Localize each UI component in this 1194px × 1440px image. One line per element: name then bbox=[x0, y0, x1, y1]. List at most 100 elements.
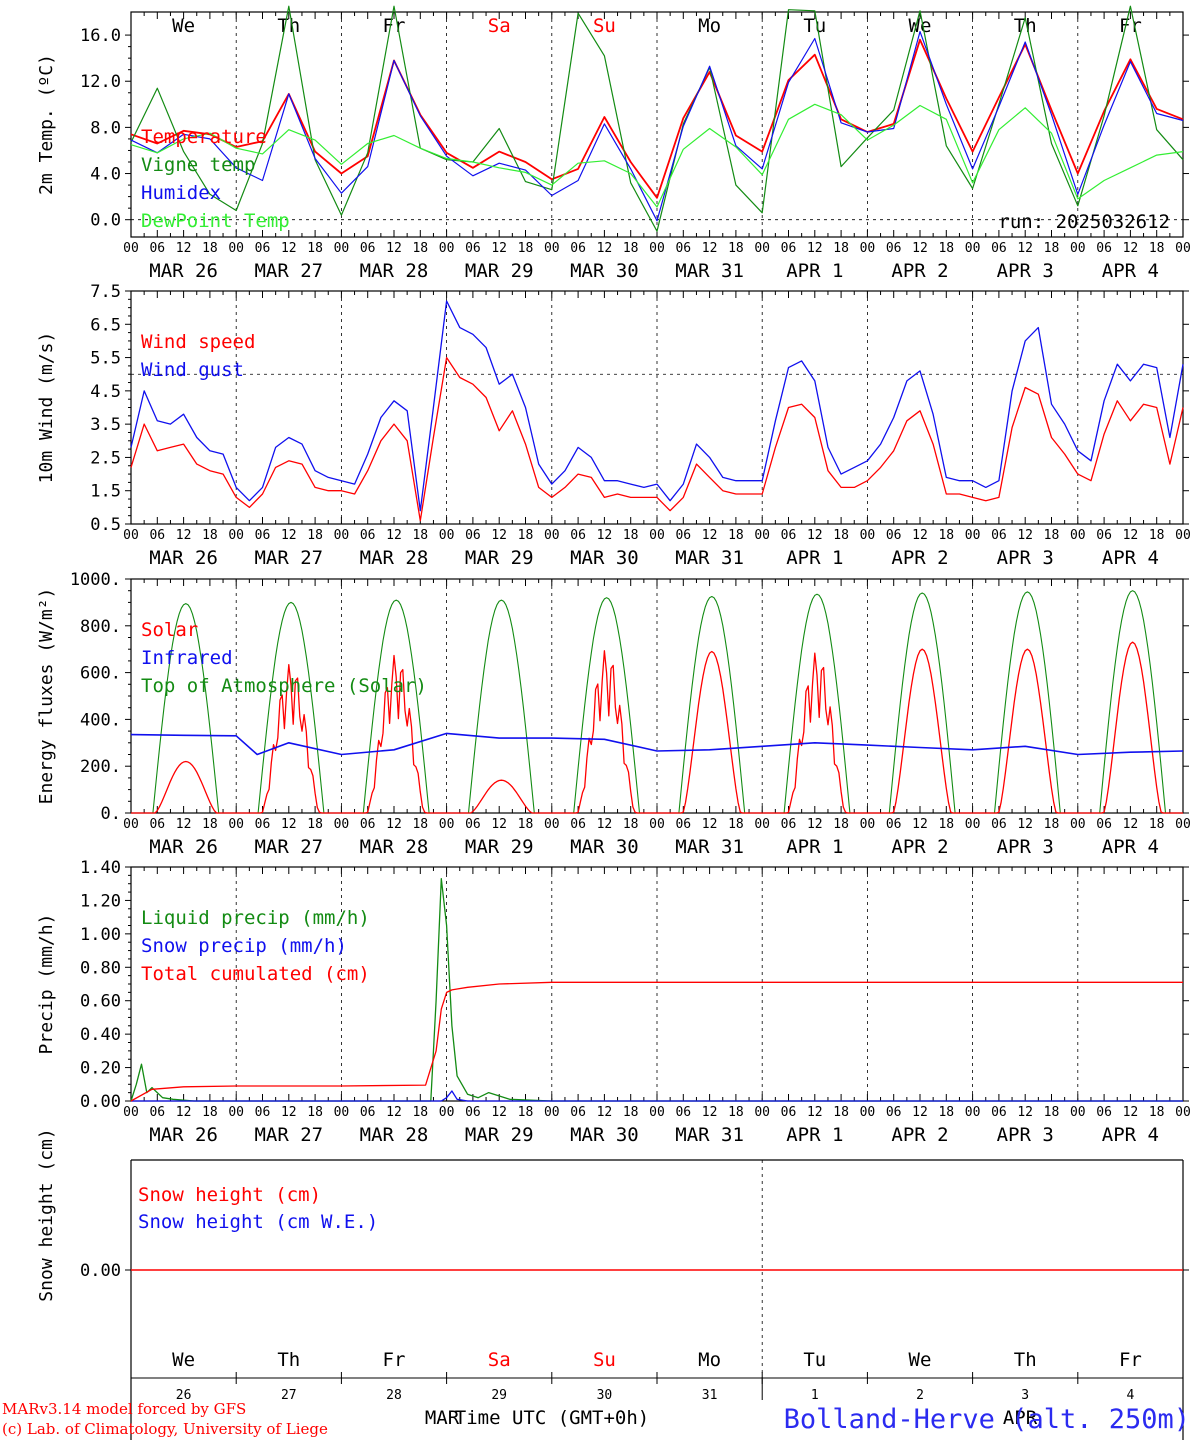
wind-hour-tick-label: 12 bbox=[702, 528, 718, 543]
precip-hour-tick-label: 18 bbox=[938, 1105, 954, 1120]
precip-date-label: MAR 31 bbox=[675, 1124, 744, 1146]
wind-hour-tick-label: 00 bbox=[754, 528, 770, 543]
precip-hour-tick-label: 06 bbox=[781, 1105, 797, 1120]
wind-date-label: APR 3 bbox=[997, 547, 1054, 569]
temperature-hour-tick-label: 18 bbox=[518, 241, 534, 256]
wind-date-label: MAR 28 bbox=[360, 547, 429, 569]
precip-hour-tick-label: 12 bbox=[702, 1105, 718, 1120]
energy-toa-solar-line bbox=[657, 595, 763, 814]
precip-hour-tick-label: 06 bbox=[991, 1105, 1007, 1120]
temperature-hour-tick-label: 06 bbox=[360, 241, 376, 256]
wind-hour-tick-label: 06 bbox=[360, 528, 376, 543]
wind-hour-tick-label: 12 bbox=[176, 528, 192, 543]
energy-hour-tick-label: 18 bbox=[412, 817, 428, 832]
energy-legend-entry: Infrared bbox=[141, 647, 233, 669]
energy-solar-line bbox=[972, 648, 1078, 814]
station-label: Bolland-Herve (alt. 250m) bbox=[784, 1404, 1190, 1435]
temperature-hour-tick-label: 00 bbox=[965, 241, 981, 256]
energy-hour-tick-label: 12 bbox=[491, 817, 507, 832]
temperature-date-label: MAR 28 bbox=[360, 260, 429, 282]
temperature-date-label: APR 2 bbox=[891, 260, 948, 282]
energy-hour-tick-label: 06 bbox=[360, 817, 376, 832]
energy-y-tick-label: 800. bbox=[80, 617, 121, 637]
energy-date-label: MAR 28 bbox=[360, 836, 429, 858]
wind-hour-tick-label: 18 bbox=[833, 528, 849, 543]
energy-y-tick-label: 0. bbox=[101, 804, 121, 824]
energy-y-tick-label: 1000. bbox=[70, 570, 121, 590]
wind-date-label: MAR 26 bbox=[149, 547, 218, 569]
wind-hour-tick-label: 06 bbox=[886, 528, 902, 543]
credit-line-1: MARv3.14 model forced by GFS bbox=[2, 1400, 246, 1418]
wind-hour-tick-label: 00 bbox=[1070, 528, 1086, 543]
snow-day-number: 31 bbox=[702, 1388, 718, 1403]
precip-date-label: MAR 27 bbox=[254, 1124, 323, 1146]
temperature-hour-tick-label: 06 bbox=[465, 241, 481, 256]
precip-hour-tick-label: 00 bbox=[123, 1105, 139, 1120]
energy-hour-tick-label: 00 bbox=[1175, 817, 1191, 832]
precip-hour-tick-label: 06 bbox=[255, 1105, 271, 1120]
precip-hour-tick-label: 00 bbox=[334, 1105, 350, 1120]
temperature-hour-tick-label: 12 bbox=[912, 241, 928, 256]
precip-hour-tick-label: 18 bbox=[518, 1105, 534, 1120]
precip-hour-tick-label: 06 bbox=[360, 1105, 376, 1120]
wind-hour-tick-label: 06 bbox=[675, 528, 691, 543]
wind-y-tick-label: 4.5 bbox=[90, 382, 121, 402]
energy-solar-line bbox=[867, 648, 973, 814]
energy-hour-tick-label: 12 bbox=[912, 817, 928, 832]
snow-weekday-label: Fr bbox=[383, 1349, 406, 1371]
temperature-hour-tick-label: 00 bbox=[228, 241, 244, 256]
wind-hour-tick-label: 18 bbox=[1044, 528, 1060, 543]
wind-hour-tick-label: 12 bbox=[912, 528, 928, 543]
temperature-hour-tick-label: 06 bbox=[255, 241, 271, 256]
precip-date-label: APR 2 bbox=[891, 1124, 948, 1146]
wind-date-label: APR 2 bbox=[891, 547, 948, 569]
wind-y-tick-label: 7.5 bbox=[90, 282, 121, 302]
energy-hour-tick-label: 06 bbox=[1096, 817, 1112, 832]
snow-day-number: 28 bbox=[386, 1388, 402, 1403]
snow-day-number: 30 bbox=[597, 1388, 613, 1403]
energy-date-label: MAR 26 bbox=[149, 836, 218, 858]
wind-y-tick-label: 0.5 bbox=[90, 515, 121, 535]
temperature-weekday-label: Fr bbox=[383, 15, 406, 37]
wind-y-tick-label: 6.5 bbox=[90, 315, 121, 335]
precip-legend-entry: Snow precip (mm/h) bbox=[141, 935, 347, 957]
precip-date-label: MAR 26 bbox=[149, 1124, 218, 1146]
precip-hour-tick-label: 00 bbox=[228, 1105, 244, 1120]
energy-hour-tick-label: 18 bbox=[1044, 817, 1060, 832]
temperature-hour-tick-label: 18 bbox=[728, 241, 744, 256]
energy-hour-tick-label: 12 bbox=[386, 817, 402, 832]
precip-y-tick-label: 0.00 bbox=[80, 1092, 121, 1112]
precip-hour-tick-label: 12 bbox=[807, 1105, 823, 1120]
precip-hour-tick-label: 12 bbox=[597, 1105, 613, 1120]
precip-y-tick-label: 1.00 bbox=[80, 925, 121, 945]
precip-hour-tick-label: 18 bbox=[623, 1105, 639, 1120]
energy-hour-tick-label: 18 bbox=[518, 817, 534, 832]
wind-date-label: MAR 29 bbox=[465, 547, 534, 569]
energy-toa-solar-line bbox=[867, 592, 973, 814]
wind-date-label: MAR 31 bbox=[675, 547, 744, 569]
energy-hour-tick-label: 06 bbox=[991, 817, 1007, 832]
energy-solar-line bbox=[131, 760, 237, 814]
temperature-y-tick-label: 8.0 bbox=[90, 118, 121, 138]
snow-weekday-label: Sa bbox=[488, 1349, 511, 1371]
temperature-legend-entry: Humidex bbox=[141, 182, 221, 204]
temperature-hour-tick-label: 12 bbox=[386, 241, 402, 256]
snow-weekday-label: Mo bbox=[698, 1349, 721, 1371]
temperature-y-axis-label: 2m Temp. (ºC) bbox=[36, 54, 57, 195]
temperature-legend-entry: Vigne temp bbox=[141, 154, 255, 176]
precip-y-tick-label: 0.20 bbox=[80, 1059, 121, 1079]
precip-hour-tick-label: 18 bbox=[728, 1105, 744, 1120]
temperature-hour-tick-label: 06 bbox=[1096, 241, 1112, 256]
energy-date-label: MAR 31 bbox=[675, 836, 744, 858]
wind-hour-tick-label: 00 bbox=[860, 528, 876, 543]
temperature-date-label: MAR 26 bbox=[149, 260, 218, 282]
precip-hour-tick-label: 12 bbox=[491, 1105, 507, 1120]
energy-hour-tick-label: 00 bbox=[965, 817, 981, 832]
snow-legend-entry: Snow height (cm) bbox=[138, 1184, 321, 1206]
precip-hour-tick-label: 18 bbox=[412, 1105, 428, 1120]
wind-hour-tick-label: 06 bbox=[149, 528, 165, 543]
temperature-weekday-label: Su bbox=[593, 15, 616, 37]
energy-hour-tick-label: 06 bbox=[886, 817, 902, 832]
wind-y-tick-label: 1.5 bbox=[90, 482, 121, 502]
precip-hour-tick-label: 06 bbox=[1096, 1105, 1112, 1120]
